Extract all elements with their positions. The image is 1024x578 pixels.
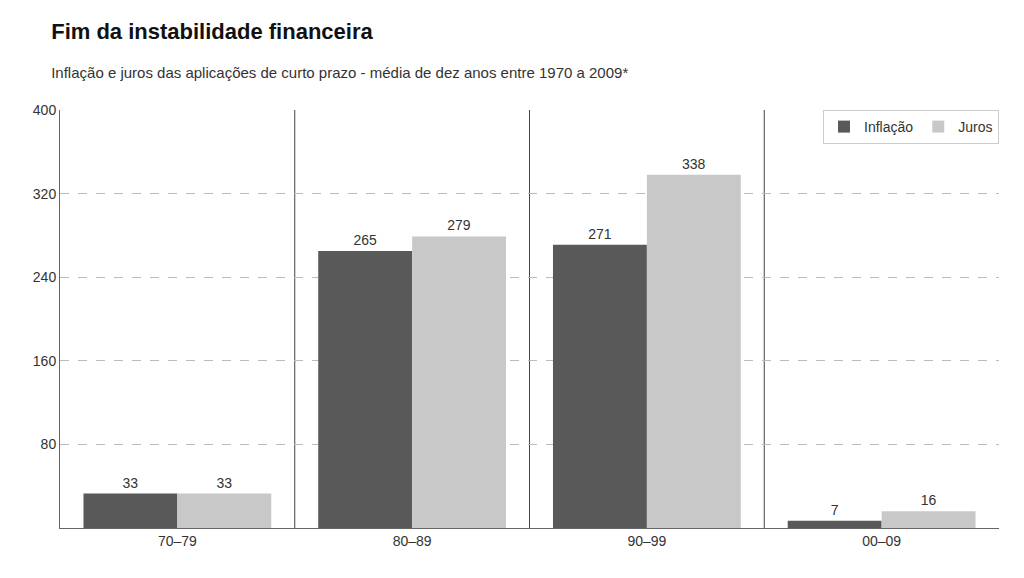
svg-text:16: 16 <box>921 492 937 508</box>
svg-text:240: 240 <box>33 269 57 285</box>
svg-text:Inflação e juros das aplicaçõe: Inflação e juros das aplicações de curto… <box>51 64 628 81</box>
svg-text:00–09: 00–09 <box>862 533 901 549</box>
svg-text:338: 338 <box>682 156 706 172</box>
svg-text:400: 400 <box>33 102 57 118</box>
svg-text:265: 265 <box>353 232 377 248</box>
svg-text:80–89: 80–89 <box>393 533 432 549</box>
svg-text:279: 279 <box>447 217 471 233</box>
svg-text:160: 160 <box>33 353 57 369</box>
svg-text:80: 80 <box>41 436 57 452</box>
svg-text:271: 271 <box>588 226 612 242</box>
svg-text:90–99: 90–99 <box>627 533 666 549</box>
svg-text:70–79: 70–79 <box>158 533 197 549</box>
svg-text:33: 33 <box>123 475 139 491</box>
svg-text:320: 320 <box>33 186 57 202</box>
svg-text:Inflação: Inflação <box>864 119 913 135</box>
svg-text:Fim da instabilidade financeir: Fim da instabilidade financeira <box>51 19 373 44</box>
svg-text:7: 7 <box>831 502 839 518</box>
svg-text:33: 33 <box>216 475 232 491</box>
svg-text:Juros: Juros <box>958 119 992 135</box>
